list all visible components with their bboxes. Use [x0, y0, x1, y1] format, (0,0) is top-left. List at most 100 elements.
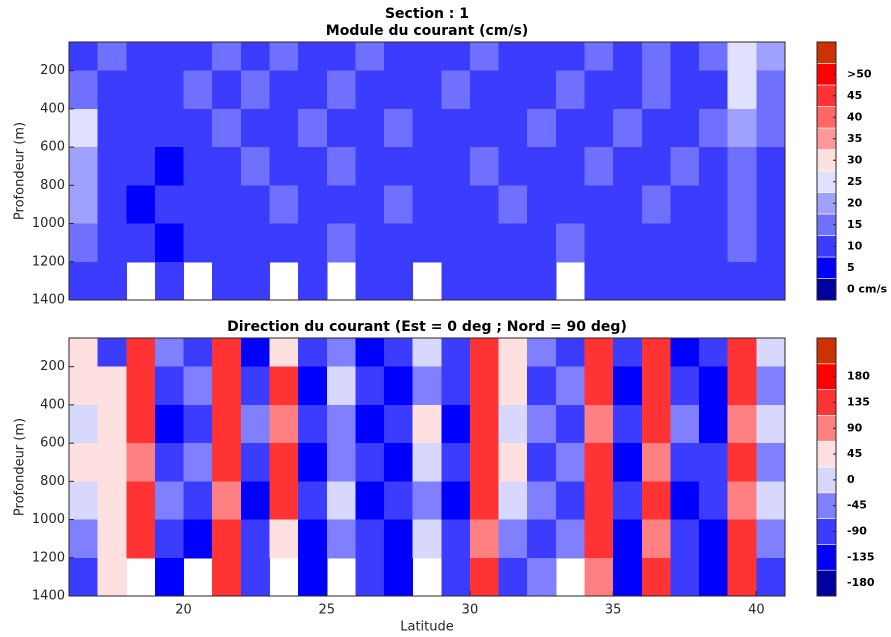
y-tick-label: 200	[40, 63, 65, 78]
cell	[670, 70, 700, 110]
cell	[298, 147, 328, 186]
cell	[441, 443, 471, 482]
cell	[298, 519, 328, 559]
cell	[498, 557, 528, 597]
cell	[441, 223, 471, 263]
cell	[613, 261, 643, 301]
cell	[699, 366, 729, 406]
cell	[727, 261, 757, 301]
cell	[240, 108, 270, 148]
cell	[527, 443, 557, 482]
cell	[641, 185, 671, 225]
cell	[727, 557, 757, 597]
cell	[756, 42, 786, 72]
cell	[441, 338, 471, 368]
cell	[469, 261, 500, 301]
cell	[469, 185, 500, 225]
cell	[670, 108, 700, 148]
cell	[97, 366, 127, 406]
cell	[527, 366, 557, 406]
cell	[240, 443, 270, 482]
cell	[756, 261, 786, 301]
cell	[355, 147, 385, 186]
cell	[355, 481, 385, 521]
cell	[269, 443, 299, 482]
cell	[498, 519, 528, 559]
x-tick-label: 20	[175, 603, 192, 618]
cell	[699, 261, 729, 301]
cell	[641, 557, 671, 597]
cell	[498, 261, 528, 301]
cell	[154, 70, 185, 110]
cell	[355, 223, 385, 263]
cell	[183, 366, 213, 406]
cell	[69, 70, 99, 110]
cell	[69, 42, 99, 72]
cell	[641, 404, 671, 444]
cell	[527, 261, 557, 301]
cell	[584, 70, 614, 110]
cell	[670, 338, 700, 368]
cell	[384, 70, 414, 110]
cell	[441, 481, 471, 521]
colorbar-tick-label: 30	[847, 153, 863, 166]
cell	[584, 147, 614, 186]
cell	[97, 404, 127, 444]
cell	[699, 108, 729, 148]
cell	[69, 519, 99, 559]
cell	[441, 147, 471, 186]
cell	[469, 366, 500, 406]
y-axis-label: Profondeur (m)	[13, 418, 28, 516]
cell	[212, 481, 242, 521]
cell	[756, 443, 786, 482]
cell	[441, 42, 471, 72]
cell	[527, 404, 557, 444]
cell	[183, 147, 213, 186]
cell	[212, 108, 242, 148]
cell	[97, 70, 127, 110]
cell	[412, 443, 442, 482]
cell	[183, 338, 213, 368]
cell	[641, 223, 671, 263]
cell	[183, 70, 213, 110]
cell	[613, 108, 643, 148]
cell	[126, 481, 156, 521]
heatmap	[69, 338, 786, 597]
cell	[555, 481, 586, 521]
cell	[441, 70, 471, 110]
cell	[756, 338, 786, 368]
y-tick-label: 1200	[32, 550, 65, 565]
cell	[269, 404, 299, 444]
cell	[641, 70, 671, 110]
colorbar-tick-label: 135	[847, 396, 870, 409]
cell	[727, 443, 757, 482]
cell	[555, 404, 586, 444]
colorbar-tick-label: 45	[847, 89, 862, 102]
cell	[584, 481, 614, 521]
cell	[326, 519, 356, 559]
cell	[269, 481, 299, 521]
cell	[527, 223, 557, 263]
colorbar-swatch	[816, 337, 837, 365]
cell	[269, 366, 299, 406]
y-tick-label: 1400	[32, 293, 65, 308]
cell	[240, 519, 270, 559]
cell	[469, 443, 500, 482]
cell	[670, 42, 700, 72]
cell	[670, 557, 700, 597]
cell	[384, 261, 414, 301]
cell	[126, 70, 156, 110]
colorbar-tick-label: 90	[847, 421, 863, 434]
cell	[240, 366, 270, 406]
cell	[384, 338, 414, 368]
cell	[469, 108, 500, 148]
cell	[384, 519, 414, 559]
cell	[756, 108, 786, 148]
cell	[727, 185, 757, 225]
cell	[584, 366, 614, 406]
cell	[355, 261, 385, 301]
cell	[699, 223, 729, 263]
cell	[727, 42, 757, 72]
cell	[756, 519, 786, 559]
cell	[727, 147, 757, 186]
